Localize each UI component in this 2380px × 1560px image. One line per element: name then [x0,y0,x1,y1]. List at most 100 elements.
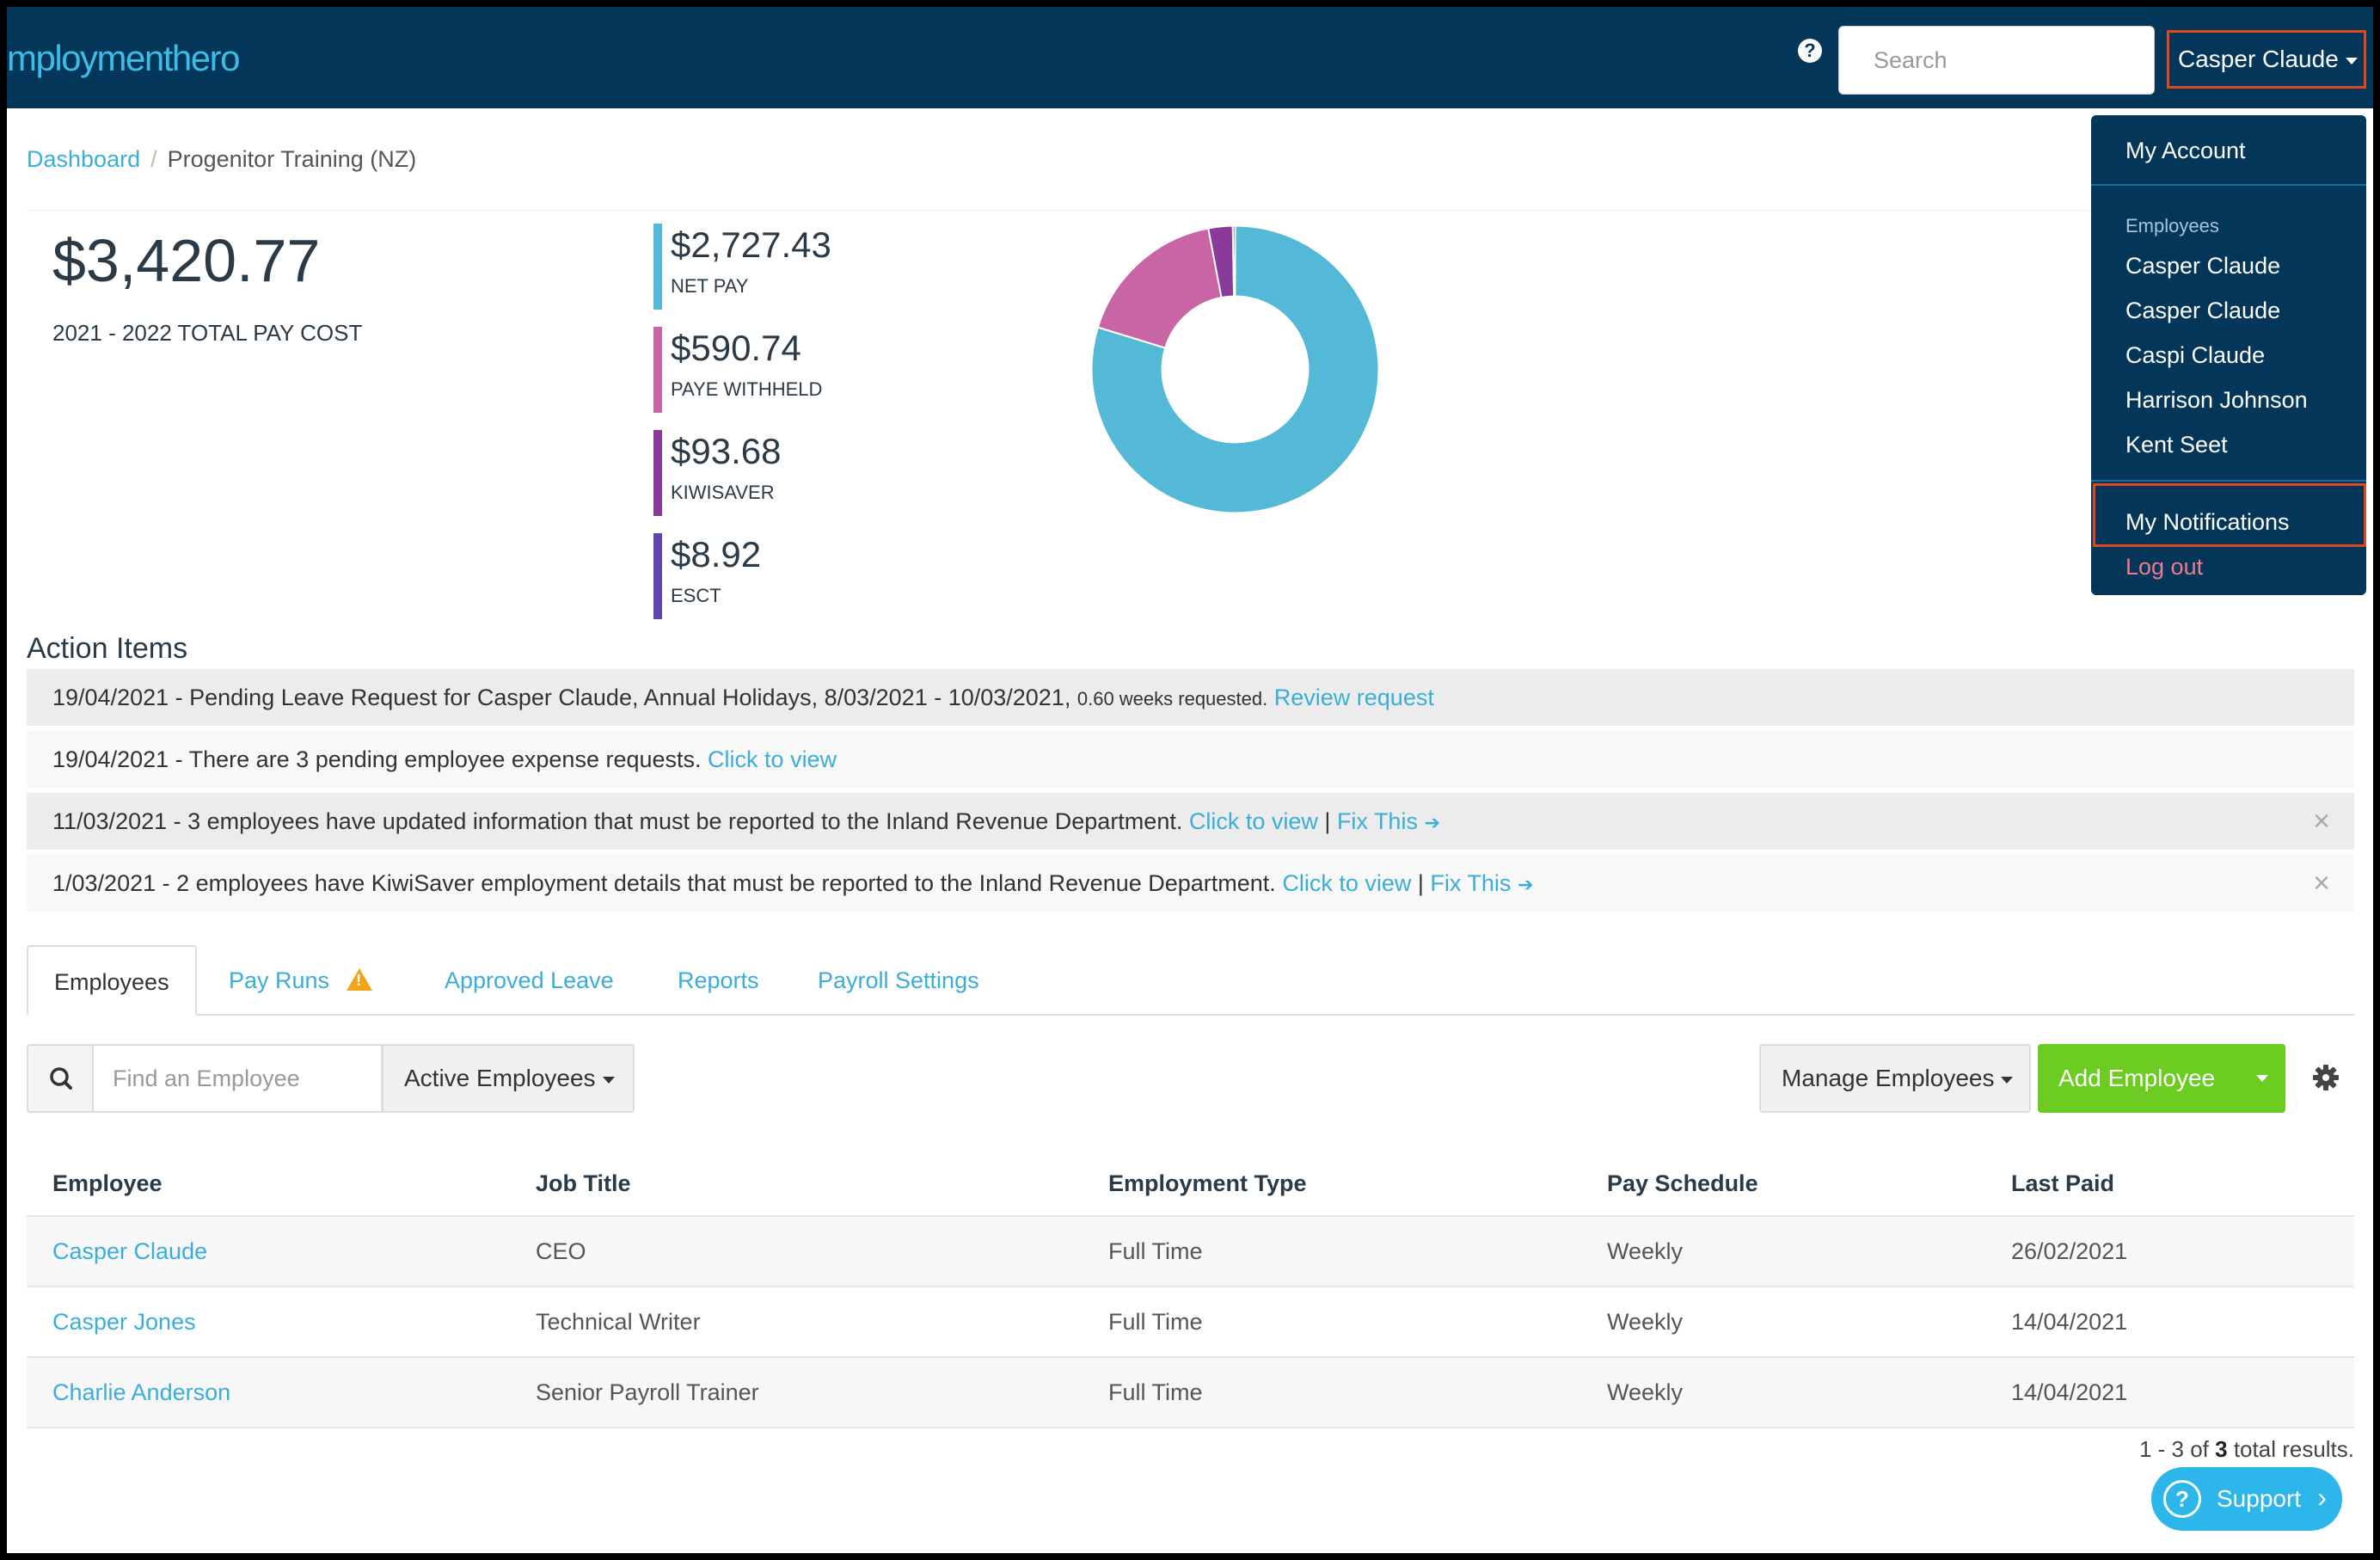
stat-esct: $8.92 ESCT [653,533,761,619]
fix-this-link[interactable]: Fix This ➔ [1337,808,1440,834]
tab-label: Pay Runs [229,967,330,993]
table-row: Casper Claude CEO Full Time Weekly 26/02… [27,1215,2354,1286]
tab-reports[interactable]: Reports [678,967,759,993]
column-header-last-paid[interactable]: Last Paid [2011,1170,2115,1196]
dismiss-close-icon[interactable]: × [2313,805,2330,838]
tabs-underline [27,1014,2354,1016]
donut-slice-esct [1231,224,1236,298]
find-employee-input[interactable] [92,1044,383,1113]
menu-item-log-out[interactable]: Log out [2125,554,2204,580]
donut-slice-net-pay [1090,224,1380,514]
top-navbar: mploymenthero ? Casper Claude [7,7,2373,108]
menu-item-employee[interactable]: Harrison Johnson [2125,387,2308,413]
results-count: 1 - 3 of 3 total results. [2139,1436,2354,1463]
employee-name-link[interactable]: Casper Jones [52,1309,196,1335]
tab-payroll-settings[interactable]: Payroll Settings [818,967,979,993]
employment-hero-logo[interactable]: mploymenthero [7,38,240,78]
menu-item-my-account[interactable]: My Account [2125,138,2246,163]
total-pay-cost-label: 2021 - 2022 TOTAL PAY COST [52,320,363,346]
job-title-cell: Technical Writer [536,1309,701,1335]
pay-schedule-cell: Weekly [1607,1379,1684,1405]
manage-label: Manage Employees [1782,1065,1995,1091]
pay-cost-donut-chart [1090,224,1380,514]
menu-item-my-notifications[interactable]: My Notifications [2125,509,2290,535]
tab-approved-leave[interactable]: Approved Leave [445,967,614,993]
chevron-right-icon: › [2317,1482,2327,1513]
stat-amount: $2,727.43 [671,224,831,265]
link-separator: | [1324,808,1331,834]
stat-color-bar [653,327,662,413]
column-header-job-title[interactable]: Job Title [536,1170,631,1196]
employment-type-cell: Full Time [1108,1309,1203,1335]
user-menu-button[interactable]: Casper Claude [2167,30,2366,89]
menu-divider [2091,184,2366,186]
gear-icon[interactable] [2311,1063,2340,1092]
click-to-view-link[interactable]: Click to view [1188,808,1318,834]
employee-name-link[interactable]: Casper Claude [52,1238,208,1264]
app-window: mploymenthero ? Casper Claude Dashboard /… [7,7,2373,1553]
menu-item-employee[interactable]: Kent Seet [2125,432,2228,458]
stat-color-bar [653,224,662,310]
search-button[interactable] [27,1044,94,1113]
table-row: Casper Jones Technical Writer Full Time … [27,1286,2354,1356]
menu-item-employee[interactable]: Casper Claude [2125,253,2281,279]
total-pay-cost: $3,420.77 [52,227,321,294]
click-to-view-link[interactable]: Click to view [708,746,837,772]
action-item-note: 0.60 weeks requested. [1077,688,1268,709]
action-item-row: 19/04/2021 - Pending Leave Request for C… [27,669,2354,726]
search-icon [50,1067,72,1090]
results-total: 3 [2215,1436,2228,1462]
link-separator: | [1417,870,1424,896]
breadcrumb-current: Progenitor Training (NZ) [167,146,417,172]
results-suffix: total results. [2233,1436,2354,1462]
column-header-pay-schedule[interactable]: Pay Schedule [1607,1170,1758,1196]
arrow-right-icon: ➔ [1424,812,1440,833]
add-employee-caret-icon[interactable] [2256,1075,2268,1082]
add-employee-button[interactable]: Add Employee [2038,1044,2285,1113]
action-item-text: 19/04/2021 - There are 3 pending employe… [52,746,702,772]
job-title-cell: Senior Payroll Trainer [536,1379,759,1405]
action-item-row: 19/04/2021 - There are 3 pending employe… [27,731,2354,788]
stat-label: NET PAY [671,275,749,297]
warning-icon [347,968,373,991]
dismiss-close-icon[interactable]: × [2313,867,2330,900]
donut-slice-paye-withheld [1096,227,1223,349]
employee-name-link[interactable]: Charlie Anderson [52,1379,231,1405]
stat-label: KIWISAVER [671,482,775,503]
menu-item-employee[interactable]: Casper Claude [2125,298,2281,323]
stat-paye-withheld: $590.74 PAYE WITHHELD [653,327,822,413]
review-request-link[interactable]: Review request [1273,685,1434,710]
pay-schedule-cell: Weekly [1607,1238,1684,1264]
table-row: Charlie Anderson Senior Payroll Trainer … [27,1356,2354,1427]
column-header-employment-type[interactable]: Employment Type [1108,1170,1307,1196]
action-item-text: 1/03/2021 - 2 employees have KiwiSaver e… [52,870,1276,896]
manage-employees-dropdown[interactable]: Manage Employees [1759,1044,2031,1113]
action-items-title: Action Items [27,632,188,665]
action-item-row: 11/03/2021 - 3 employees have updated in… [27,793,2354,850]
tab-employees[interactable]: Employees [27,945,197,1016]
add-label: Add Employee [2058,1065,2216,1091]
user-dropdown-menu: My Account Employees Casper Claude Caspe… [2091,115,2366,595]
support-button[interactable]: ? Support › [2151,1467,2342,1531]
help-icon[interactable]: ? [1798,39,1822,63]
column-header-employee[interactable]: Employee [52,1170,163,1196]
stat-label: ESCT [671,585,721,606]
stat-amount: $590.74 [671,328,801,368]
click-to-view-link[interactable]: Click to view [1282,870,1412,896]
search-input[interactable] [1838,26,2155,95]
stat-amount: $8.92 [671,534,762,574]
last-paid-cell: 26/02/2021 [2011,1238,2128,1264]
stat-label: PAYE WITHHELD [671,378,823,400]
employee-status-filter[interactable]: Active Employees [382,1044,635,1113]
caret-down-icon [602,1076,615,1084]
user-name: Casper Claude [2178,46,2339,72]
menu-item-highlight [2093,483,2366,547]
menu-item-employee[interactable]: Caspi Claude [2125,342,2266,368]
divider [27,210,2354,211]
table-bottom-border [27,1427,2354,1428]
breadcrumb-dashboard-link[interactable]: Dashboard [27,146,141,172]
tab-pay-runs[interactable]: Pay Runs [229,945,373,1016]
results-prefix: 1 - 3 of [2138,1436,2209,1462]
last-paid-cell: 14/04/2021 [2011,1379,2128,1405]
fix-this-link[interactable]: Fix This ➔ [1430,870,1533,896]
